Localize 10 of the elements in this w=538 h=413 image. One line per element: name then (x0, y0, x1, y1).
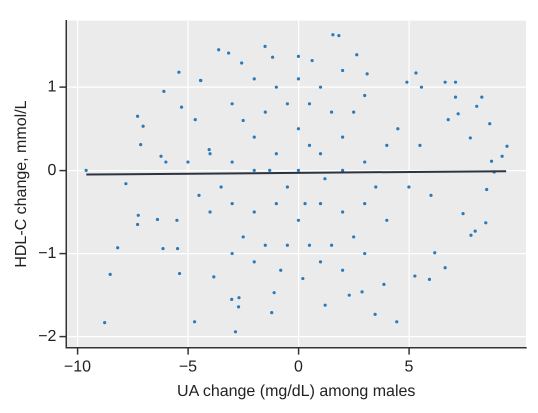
y-tick-label: 0 (48, 162, 57, 179)
x-tick-label: −5 (178, 358, 198, 376)
y-tick-label: 1 (48, 78, 57, 96)
x-tick-label: −10 (64, 358, 92, 376)
x-tick-label: 5 (404, 358, 414, 376)
y-tick-label: −2 (38, 328, 57, 346)
x-axis-title: UA change (mg/dL) among males (177, 382, 416, 400)
y-tick-label: −1 (38, 244, 57, 262)
x-tick-label: 0 (294, 358, 303, 376)
y-axis-title: HDL-C change, mmol/L (13, 100, 30, 268)
